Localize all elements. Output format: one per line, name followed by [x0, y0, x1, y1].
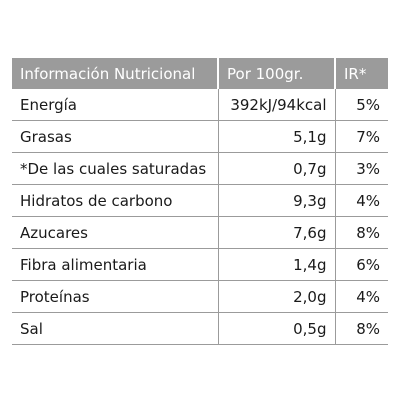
nutrient-name: Proteínas [12, 280, 218, 313]
nutrient-name: Grasas [12, 120, 218, 153]
table-body: Energía 392kJ/94kcal 5% Grasas 5,1g 7% *De las… [12, 89, 388, 345]
nutrient-value: 8% [334, 216, 388, 249]
nutrient-value: 7% [334, 120, 388, 153]
nutrient-name: Fibra alimentaria [12, 248, 218, 281]
table-row: Sal 0,5g 8% [12, 312, 388, 345]
nutrient-value: 8% [334, 312, 388, 345]
nutrient-name: Sal [12, 312, 218, 345]
nutrient-value: 7,6g [217, 216, 335, 249]
nutrient-value: 0,5g [217, 312, 335, 345]
table-row: *De las cuales saturadas 0,7g 3% [12, 152, 388, 185]
table-row: Hidratos de carbono 9,3g 4% [12, 184, 388, 217]
nutrient-value: 0,7g [217, 152, 335, 185]
nutrient-value: 9,3g [217, 184, 335, 217]
header-cell: Por 100gr. [217, 58, 335, 89]
nutrient-name: Energía [12, 89, 218, 121]
nutrient-value: 5% [334, 89, 388, 121]
nutrient-value: 4% [334, 184, 388, 217]
nutrient-name: Azucares [12, 216, 218, 249]
nutrient-value: 4% [334, 280, 388, 313]
nutrient-name: *De las cuales saturadas [12, 152, 218, 185]
table-row: Energía 392kJ/94kcal 5% [12, 89, 388, 121]
nutrient-value: 3% [334, 152, 388, 185]
nutrient-value: 6% [334, 248, 388, 281]
table-row: Proteínas 2,0g 4% [12, 280, 388, 313]
nutrient-name: Hidratos de carbono [12, 184, 218, 217]
table-row: Grasas 5,1g 7% [12, 120, 388, 153]
nutrient-value: 1,4g [217, 248, 335, 281]
nutrition-table: Información Nutricional Por 100gr. IR* Ene… [12, 58, 388, 345]
nutrient-value: 5,1g [217, 120, 335, 153]
header-cell: Información Nutricional [12, 58, 218, 89]
header-cell: IR* [334, 58, 388, 89]
header-row: Información Nutricional Por 100gr. IR* [12, 58, 388, 89]
nutrient-value: 392kJ/94kcal [217, 89, 335, 121]
table-row: Fibra alimentaria 1,4g 6% [12, 248, 388, 281]
nutrient-value: 2,0g [217, 280, 335, 313]
table-row: Azucares 7,6g 8% [12, 216, 388, 249]
